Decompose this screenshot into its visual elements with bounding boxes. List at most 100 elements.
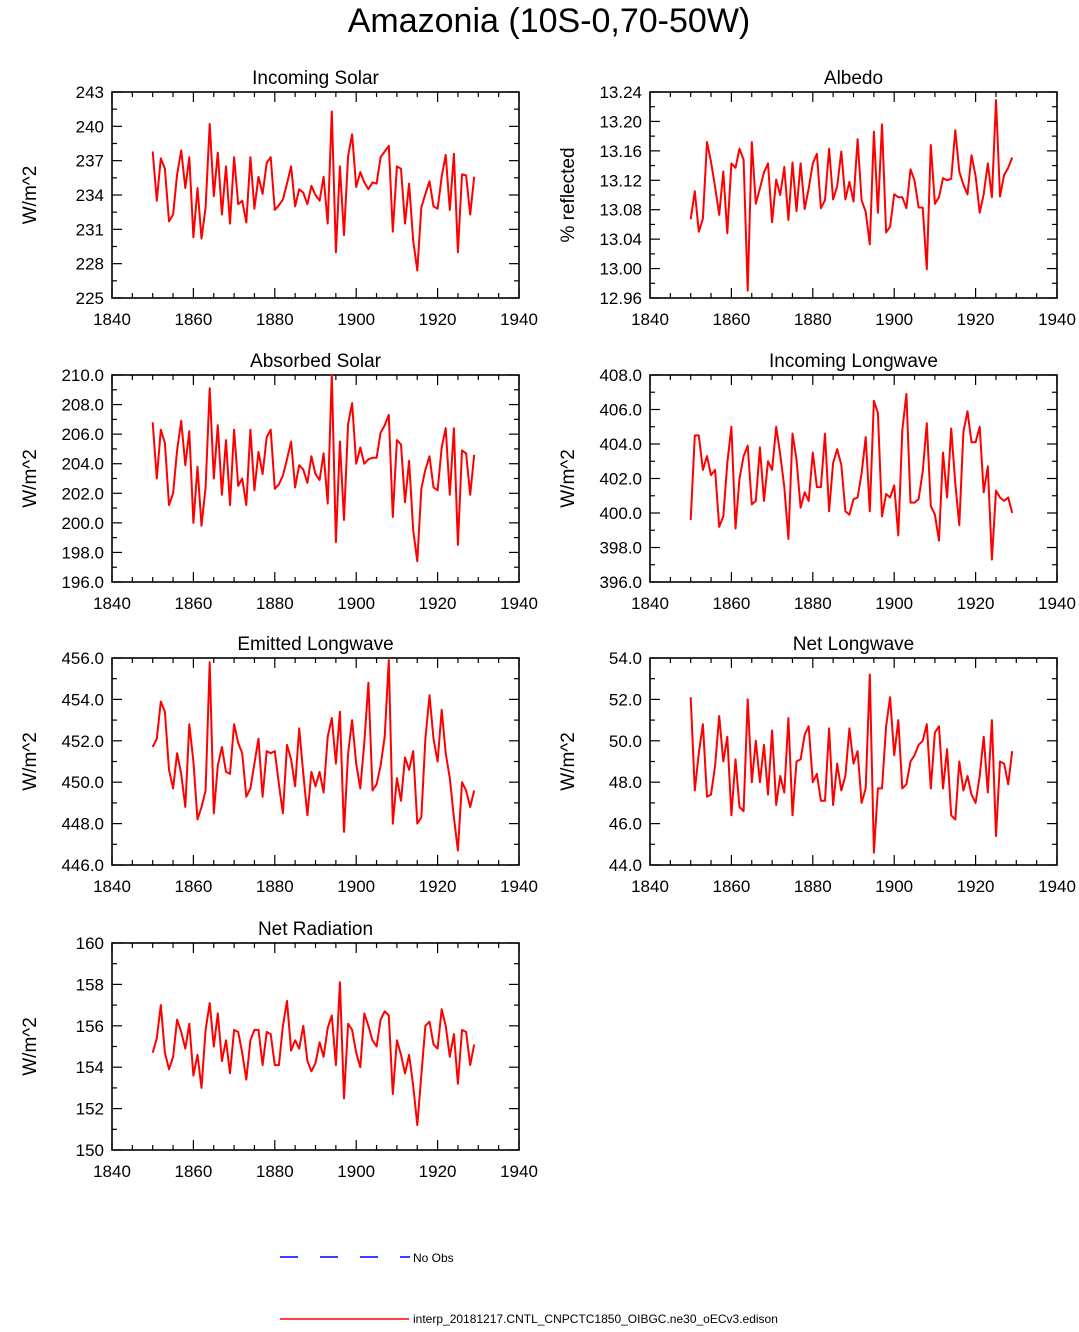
net-radiation-panel: Net Radiation W/m^2 1840 1860 1880 1900 1920 19… [20,919,538,1181]
incoming-solar-xtick-label: 1880 [256,310,294,329]
emitted-longwave-xtick-label: 1940 [500,877,538,896]
net-radiation-xtick-label: 1940 [500,1162,538,1181]
net-radiation-ytick-label: 158 [76,975,104,994]
absorbed-solar-panel: Absorbed Solar W/m^2 1840 1860 1880 1900 1920 1… [20,351,538,613]
emitted-longwave-panel: Emitted Longwave W/m^2 1840 1860 1880 1900 192… [20,634,538,896]
net-radiation-xtick-label: 1840 [93,1162,131,1181]
absorbed-solar-xtick-label: 1900 [337,594,375,613]
net-longwave-ytick-label: 44.0 [609,856,642,875]
albedo-xtick-label: 1840 [631,310,669,329]
albedo-ytick-label: 12.96 [599,289,642,308]
absorbed-solar-xtick-label: 1840 [93,594,131,613]
incoming-longwave-xtick-label: 1940 [1038,594,1076,613]
emitted-longwave-xtick-label: 1860 [174,877,212,896]
incoming-solar-ytick-label: 240 [76,117,104,136]
net-longwave-ytick-label: 54.0 [609,649,642,668]
emitted-longwave-xtick-label: 1900 [337,877,375,896]
net-radiation-series-line [151,981,476,1127]
emitted-longwave-xtick-label: 1840 [93,877,131,896]
net-longwave-series-line [689,673,1014,854]
net-longwave-xtick-label: 1940 [1038,877,1076,896]
albedo-xtick-label: 1900 [875,310,913,329]
emitted-longwave-title: Emitted Longwave [237,634,393,655]
albedo-ytick-label: 13.16 [599,142,642,161]
incoming-longwave-xtick-label: 1860 [712,594,750,613]
emitted-longwave-series-line [151,659,476,852]
incoming-longwave-ytick-label: 400.0 [599,504,642,523]
net-longwave-ylabel: W/m^2 [558,732,579,791]
incoming-solar-panel: Incoming Solar W/m^2 1840 1860 1880 1900 1920 1… [20,68,538,329]
incoming-longwave-panel: Incoming Longwave W/m^2 1840 1860 1880 1900 19… [558,351,1076,613]
incoming-longwave-xtick-label: 1880 [794,594,832,613]
panels: Incoming Solar W/m^2 1840 1860 1880 1900 1920 1… [20,68,1076,1181]
incoming-solar-ytick-label: 243 [76,83,104,102]
absorbed-solar-ytick-label: 208.0 [61,396,104,415]
absorbed-solar-ytick-label: 198.0 [61,543,104,562]
emitted-longwave-ylabel: W/m^2 [20,732,41,791]
net-radiation-ylabel: W/m^2 [20,1017,41,1076]
absorbed-solar-series-line [151,374,476,563]
incoming-solar-title: Incoming Solar [252,68,379,89]
albedo-series-line [689,99,1014,292]
emitted-longwave-ytick-label: 448.0 [61,815,104,834]
incoming-solar-ytick-label: 237 [76,152,104,171]
incoming-solar-ytick-label: 231 [76,220,104,239]
incoming-solar-xtick-label: 1900 [337,310,375,329]
absorbed-solar-ytick-label: 206.0 [61,425,104,444]
albedo-xtick-label: 1940 [1038,310,1076,329]
albedo-ytick-label: 13.20 [599,112,642,131]
incoming-longwave-ytick-label: 408.0 [599,366,642,385]
absorbed-solar-xtick-label: 1860 [174,594,212,613]
incoming-longwave-xtick-label: 1840 [631,594,669,613]
net-radiation-ytick-label: 150 [76,1141,104,1160]
albedo-xtick-label: 1920 [957,310,995,329]
net-longwave-xtick-label: 1900 [875,877,913,896]
incoming-solar-xtick-label: 1860 [174,310,212,329]
emitted-longwave-ytick-label: 450.0 [61,773,104,792]
incoming-solar-xtick-label: 1940 [500,310,538,329]
incoming-longwave-ytick-label: 398.0 [599,539,642,558]
albedo-panel: Albedo % reflected 1840 1860 1880 1900 1920 194… [558,68,1076,329]
net-radiation-xtick-label: 1880 [256,1162,294,1181]
albedo-ytick-label: 13.00 [599,260,642,279]
incoming-longwave-xtick-label: 1900 [875,594,913,613]
net-radiation-title: Net Radiation [258,919,373,940]
absorbed-solar-title: Absorbed Solar [250,351,382,372]
incoming-solar-xtick-label: 1840 [93,310,131,329]
albedo-ytick-label: 13.12 [599,171,642,190]
net-radiation-ytick-label: 160 [76,934,104,953]
albedo-xtick-label: 1880 [794,310,832,329]
albedo-ytick-label: 13.24 [599,83,642,102]
incoming-solar-series-line [151,110,476,272]
net-longwave-xtick-label: 1880 [794,877,832,896]
absorbed-solar-ytick-label: 202.0 [61,484,104,503]
emitted-longwave-ytick-label: 454.0 [61,690,104,709]
net-radiation-frame [111,942,520,1151]
net-longwave-ytick-label: 46.0 [609,815,642,834]
albedo-title: Albedo [824,68,883,89]
net-longwave-title: Net Longwave [793,634,914,655]
incoming-longwave-title: Incoming Longwave [769,351,938,372]
chart-title: Amazonia (10S-0,70-50W) [348,2,751,40]
absorbed-solar-frame [111,374,520,583]
net-longwave-panel: Net Longwave W/m^2 1840 1860 1880 1900 1920 194… [558,634,1076,896]
emitted-longwave-ytick-label: 456.0 [61,649,104,668]
net-radiation-ytick-label: 152 [76,1100,104,1119]
net-radiation-ytick-label: 154 [76,1058,104,1077]
legend-model-label: interp_20181217.CNTL_CNPCTC1850_OIBGC.ne… [413,1312,778,1326]
incoming-longwave-frame [649,374,1058,583]
incoming-longwave-ytick-label: 406.0 [599,401,642,420]
incoming-longwave-xtick-label: 1920 [957,594,995,613]
legend: No Obs interp_20181217.CNTL_CNPCTC1850_O… [280,1251,778,1326]
absorbed-solar-ylabel: W/m^2 [20,449,41,508]
absorbed-solar-ytick-label: 210.0 [61,366,104,385]
incoming-solar-ytick-label: 234 [76,186,104,205]
net-radiation-xtick-label: 1900 [337,1162,375,1181]
absorbed-solar-ytick-label: 204.0 [61,455,104,474]
absorbed-solar-xtick-label: 1940 [500,594,538,613]
emitted-longwave-ytick-label: 446.0 [61,856,104,875]
incoming-solar-ytick-label: 225 [76,289,104,308]
albedo-ylabel: % reflected [558,147,579,242]
